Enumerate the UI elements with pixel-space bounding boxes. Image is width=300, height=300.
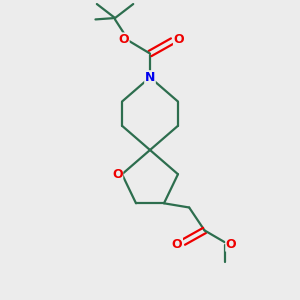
Text: O: O: [172, 238, 182, 251]
Text: O: O: [226, 238, 236, 251]
Text: O: O: [173, 33, 184, 46]
Text: O: O: [112, 168, 123, 181]
Text: O: O: [118, 33, 129, 46]
Text: N: N: [145, 71, 155, 84]
